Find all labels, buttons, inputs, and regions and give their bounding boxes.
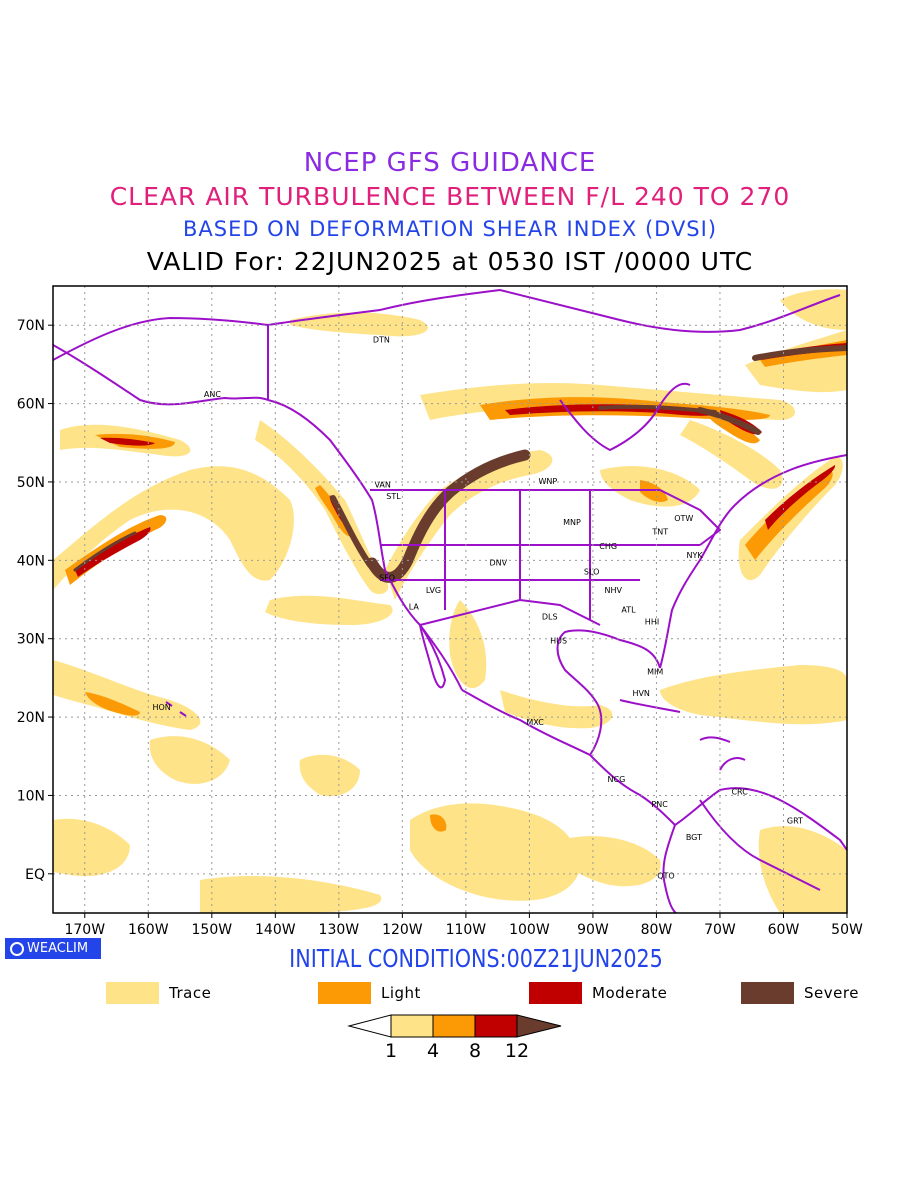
lon-tick-label: 140W <box>255 922 296 938</box>
station-label-ncg: NCG <box>608 775 626 784</box>
station-label-otw: OTW <box>674 514 693 523</box>
station-label-dls: DLS <box>542 613 558 622</box>
station-label-crc: CRC <box>731 788 748 797</box>
colorbar-trace-bin <box>390 1014 434 1038</box>
station-labels: ANC DTN VAN STL WNP MNP TNT OTW CHG NYK DNV SLO SFO L… <box>152 335 803 880</box>
trace-turbulence-areas <box>53 289 847 913</box>
colorbar-moderate-bin <box>474 1014 518 1038</box>
colorbar-level-1: 1 <box>385 1040 397 1062</box>
lat-tick-label: 40N <box>17 553 45 569</box>
station-label-dtn: DTN <box>373 335 390 344</box>
station-label-slo: SLO <box>584 567 600 576</box>
legend-swatch-moderate <box>529 982 582 1004</box>
station-label-hus: HUS <box>550 636 567 645</box>
lon-tick-label: 150W <box>192 922 233 938</box>
station-label-dnv: DNV <box>489 559 507 568</box>
lon-tick-label: 100W <box>509 922 550 938</box>
title-method: BASED ON DEFORMATION SHEAR INDEX (DVSI) <box>182 217 718 241</box>
weaclim-ring-icon <box>10 942 24 956</box>
lat-tick-label: 70N <box>17 318 45 334</box>
title-valid-time: VALID For: 22JUN2025 at 0530 IST /0000 U… <box>146 247 754 276</box>
station-label-hon: HON <box>152 703 170 712</box>
station-label-wnp: WNP <box>538 477 557 486</box>
lon-tick-label: 110W <box>446 922 487 938</box>
title-model: NCEP GFS GUIDANCE <box>303 148 597 178</box>
colorbar-low-triangle <box>347 1014 392 1038</box>
station-label-grt: GRT <box>787 817 803 826</box>
station-label-van: VAN <box>374 480 390 489</box>
station-label-nyk: NYK <box>686 551 703 560</box>
lon-tick-label: 160W <box>128 922 169 938</box>
map-frame <box>52 285 848 914</box>
station-label-pnc: PNC <box>651 800 668 809</box>
legend-label-light: Light <box>381 984 421 1002</box>
colorbar-high-triangle <box>516 1014 562 1038</box>
lat-tick-label: 60N <box>17 397 45 413</box>
lat-tick-label: EQ <box>25 867 45 883</box>
title-product: CLEAR AIR TURBULENCE BETWEEN F/L 240 TO … <box>109 182 791 211</box>
station-label-mim: MIM <box>647 668 663 677</box>
colorbar-level-8: 8 <box>469 1040 481 1062</box>
station-label-la: LA <box>409 603 420 612</box>
lon-tick-label: 70W <box>704 922 736 938</box>
lon-tick-label: 170W <box>64 922 105 938</box>
station-label-sfo: SFO <box>379 574 395 583</box>
weaclim-logo-text: WEACLIM <box>27 941 89 956</box>
lon-tick-label: 60W <box>768 922 800 938</box>
colorbar-light-bin <box>432 1014 476 1038</box>
legend-swatch-light <box>318 982 371 1004</box>
legend-label-trace: Trace <box>169 984 212 1002</box>
station-label-anc: ANC <box>204 390 221 399</box>
map-axes: 70N 60N 50N 40N 30N 20N 10N EQ 170W 160W 150W 140W 1… <box>17 318 863 938</box>
lat-tick-label: 30N <box>17 632 45 648</box>
lat-tick-label: 20N <box>17 710 45 726</box>
legend-swatch-severe <box>741 982 794 1004</box>
lon-tick-label: 50W <box>831 922 863 938</box>
initial-conditions: INITIAL CONDITIONS:00Z21JUN2025 <box>289 944 663 973</box>
map-gridlines <box>53 286 848 913</box>
station-label-hhi: HHI <box>645 617 659 626</box>
station-label-bgt: BGT <box>686 833 702 842</box>
lon-tick-label: 80W <box>641 922 673 938</box>
station-label-stl: STL <box>386 492 401 501</box>
lon-tick-label: 120W <box>382 922 423 938</box>
lat-tick-label: 10N <box>17 788 45 804</box>
lon-tick-label: 90W <box>577 922 609 938</box>
station-label-mnp: MNP <box>563 518 581 527</box>
lon-tick-label: 130W <box>319 922 360 938</box>
colorbar: 1 4 8 12 <box>347 1014 562 1062</box>
coastlines-and-borders <box>53 289 847 913</box>
station-label-hvn: HVN <box>632 689 649 698</box>
colorbar-level-4: 4 <box>427 1040 439 1062</box>
legend-label-severe: Severe <box>804 984 859 1002</box>
station-label-atl: ATL <box>621 606 636 615</box>
legend-swatch-trace <box>106 982 159 1004</box>
station-label-qto: QTO <box>657 871 674 880</box>
colorbar-level-12: 12 <box>505 1040 529 1062</box>
station-label-lvg: LVG <box>426 586 441 595</box>
lat-tick-label: 50N <box>17 475 45 491</box>
station-label-nhv: NHV <box>605 586 623 595</box>
legend-label-moderate: Moderate <box>592 984 668 1002</box>
station-label-chg: CHG <box>599 542 617 551</box>
station-label-mxc: MXC <box>526 718 544 727</box>
weaclim-logo: WEACLIM <box>5 938 101 959</box>
station-label-tnt: TNT <box>651 527 668 536</box>
